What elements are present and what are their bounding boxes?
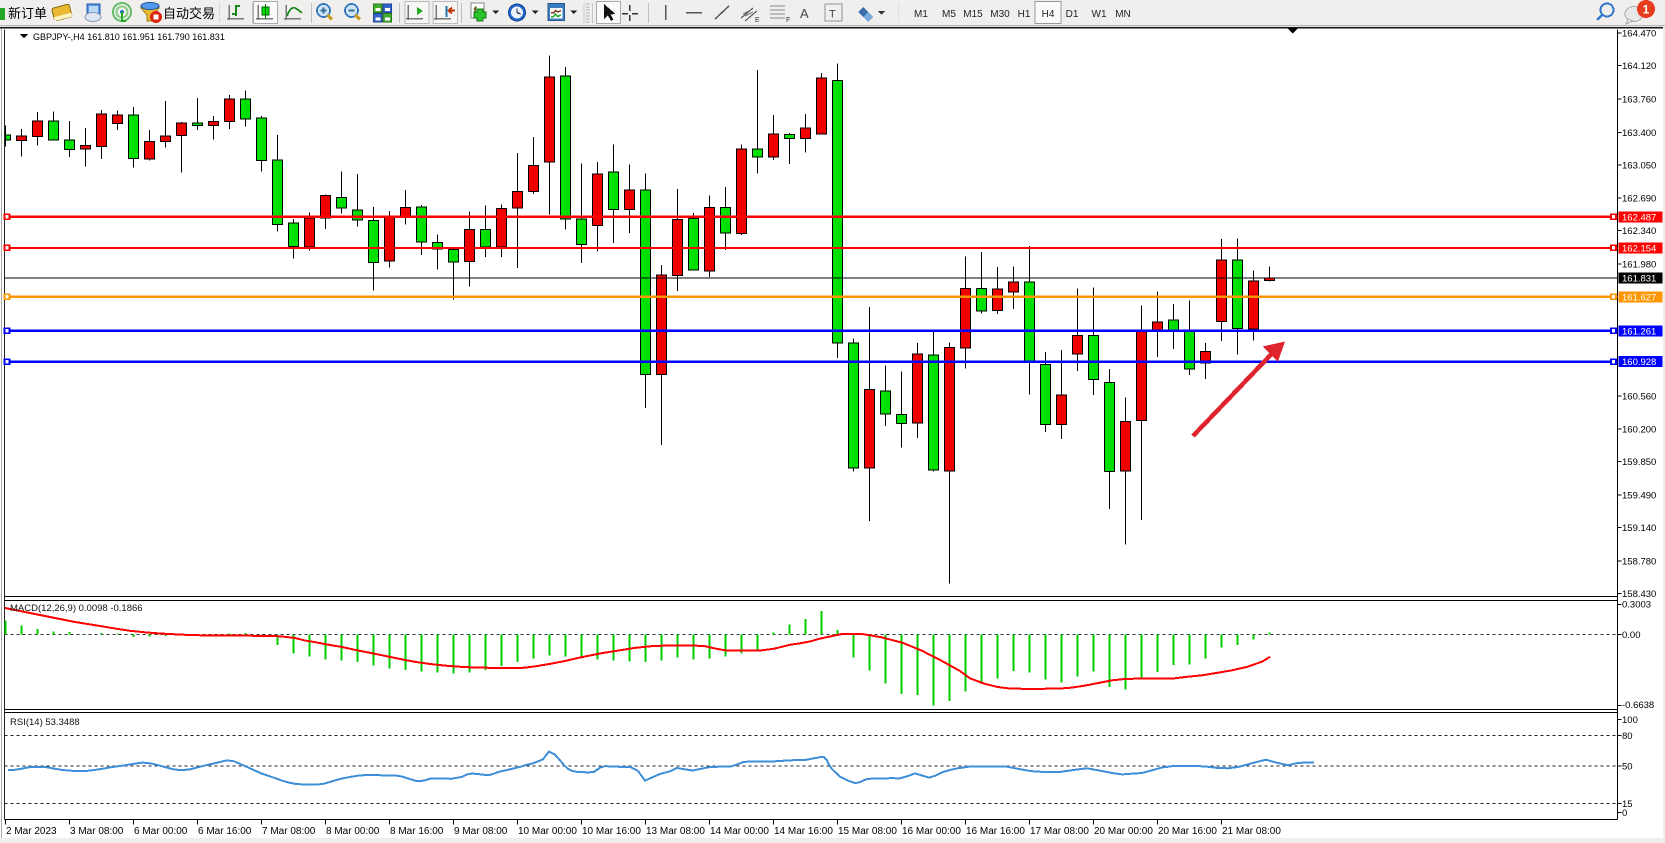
svg-text:0.00: 0.00 (1622, 630, 1641, 641)
svg-text:F: F (786, 17, 790, 24)
svg-text:16 Mar 16:00: 16 Mar 16:00 (966, 826, 1025, 837)
svg-text:自动交易: 自动交易 (163, 6, 215, 21)
svg-text:16 Mar 00:00: 16 Mar 00:00 (902, 826, 961, 837)
svg-text:15: 15 (1622, 799, 1633, 810)
svg-text:13 Mar 08:00: 13 Mar 08:00 (646, 826, 705, 837)
svg-text:158.430: 158.430 (1622, 589, 1656, 600)
svg-text:A: A (800, 6, 809, 21)
svg-text:159.140: 159.140 (1622, 523, 1656, 534)
svg-text:D1: D1 (1066, 9, 1079, 20)
svg-text:14 Mar 16:00: 14 Mar 16:00 (774, 826, 833, 837)
svg-text:159.850: 159.850 (1622, 457, 1656, 468)
svg-text:0: 0 (1622, 808, 1627, 819)
svg-text:158.780: 158.780 (1622, 557, 1656, 568)
svg-text:2 Mar 2023: 2 Mar 2023 (6, 826, 57, 837)
svg-text:161.980: 161.980 (1622, 260, 1656, 271)
svg-text:161.831: 161.831 (1622, 273, 1656, 284)
svg-text:T: T (829, 9, 836, 21)
svg-text:163.050: 163.050 (1622, 160, 1656, 171)
svg-text:8 Mar 00:00: 8 Mar 00:00 (326, 826, 380, 837)
svg-text:M30: M30 (990, 9, 1010, 20)
svg-text:RSI(14) 53.3488: RSI(14) 53.3488 (10, 717, 80, 728)
svg-text:20 Mar 16:00: 20 Mar 16:00 (1158, 826, 1217, 837)
svg-text:164.470: 164.470 (1622, 28, 1656, 39)
svg-text:162.154: 162.154 (1622, 243, 1656, 254)
svg-text:50: 50 (1622, 761, 1633, 772)
svg-text:MN: MN (1115, 9, 1131, 20)
svg-text:14 Mar 00:00: 14 Mar 00:00 (710, 826, 769, 837)
svg-text:161.627: 161.627 (1622, 292, 1656, 303)
svg-text:MACD(12,26,9) 0.0098 -0.1866: MACD(12,26,9) 0.0098 -0.1866 (10, 603, 143, 614)
svg-text:E: E (755, 17, 760, 24)
svg-text:7 Mar 08:00: 7 Mar 08:00 (262, 826, 316, 837)
svg-text:163.400: 163.400 (1622, 128, 1656, 139)
svg-text:M1: M1 (914, 9, 928, 20)
svg-text:164.120: 164.120 (1622, 61, 1656, 72)
svg-text:1: 1 (1643, 3, 1650, 17)
svg-text:新订单: 新订单 (8, 6, 47, 21)
svg-text:W1: W1 (1092, 9, 1107, 20)
svg-text:160.928: 160.928 (1622, 357, 1656, 368)
svg-text:162.487: 162.487 (1622, 212, 1656, 223)
svg-text:10 Mar 00:00: 10 Mar 00:00 (518, 826, 577, 837)
svg-text:160.560: 160.560 (1622, 391, 1656, 402)
svg-text:162.690: 162.690 (1622, 194, 1656, 205)
svg-text:H4: H4 (1042, 9, 1055, 20)
svg-text:8 Mar 16:00: 8 Mar 16:00 (390, 826, 444, 837)
svg-text:20 Mar 00:00: 20 Mar 00:00 (1094, 826, 1153, 837)
svg-text:6 Mar 16:00: 6 Mar 16:00 (198, 826, 252, 837)
svg-text:163.760: 163.760 (1622, 94, 1656, 105)
svg-text:M5: M5 (942, 9, 956, 20)
svg-text:21 Mar 08:00: 21 Mar 08:00 (1222, 826, 1281, 837)
svg-text:0.3003: 0.3003 (1622, 600, 1651, 611)
svg-text:15 Mar 08:00: 15 Mar 08:00 (838, 826, 897, 837)
svg-text:100: 100 (1622, 715, 1638, 726)
svg-text:9 Mar 08:00: 9 Mar 08:00 (454, 826, 508, 837)
svg-text:17 Mar 08:00: 17 Mar 08:00 (1030, 826, 1089, 837)
svg-text:160.200: 160.200 (1622, 425, 1656, 436)
svg-text:3 Mar 08:00: 3 Mar 08:00 (70, 826, 124, 837)
svg-text:159.490: 159.490 (1622, 491, 1656, 502)
svg-text:10 Mar 16:00: 10 Mar 16:00 (582, 826, 641, 837)
svg-text:162.340: 162.340 (1622, 226, 1656, 237)
svg-text:-0.6638: -0.6638 (1622, 700, 1654, 711)
svg-text:161.261: 161.261 (1622, 326, 1656, 337)
svg-text:M15: M15 (963, 9, 983, 20)
svg-text:80: 80 (1622, 731, 1633, 742)
svg-text:6 Mar 00:00: 6 Mar 00:00 (134, 826, 188, 837)
svg-text:GBPJPY-,H4 161.810 161.951 16: GBPJPY-,H4 161.810 161.951 161.790 161.8… (33, 32, 225, 42)
svg-text:H1: H1 (1018, 9, 1031, 20)
